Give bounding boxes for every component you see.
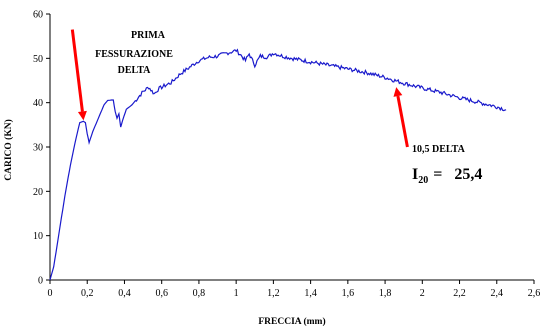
annotation-arrow-first-crack bbox=[70, 29, 84, 112]
annotation-first-crack-line-1: PRIMA bbox=[131, 30, 166, 41]
annotations: PRIMA FESSURAZIONE DELTA 10,5 DELTA I20 =… bbox=[70, 29, 482, 186]
series-line bbox=[49, 48, 507, 281]
axes: 0 10 20 30 40 50 60 0 0,2 0,4 0,6 0,8 1 1,2 1,4 1,6 1,8… bbox=[33, 10, 540, 300]
annotation-delta-label: 10,5 DELTA bbox=[412, 144, 466, 155]
x-tick-label: 1 bbox=[234, 288, 239, 299]
x-tick-label: 1,2 bbox=[267, 288, 280, 299]
y-tick-label: 50 bbox=[33, 54, 43, 65]
x-tick-label: 1,6 bbox=[342, 288, 355, 299]
y-tick-label: 30 bbox=[33, 143, 43, 154]
annotation-arrowhead-delta bbox=[393, 87, 403, 97]
x-tick-label: 0,4 bbox=[118, 288, 131, 299]
x-axis-ticks: 0 0,2 0,4 0,6 0,8 1 1,2 1,4 1,6 1,8 2 2,2 2,4 2,6 bbox=[48, 280, 541, 299]
y-axis-ticks: 0 10 20 30 40 50 60 bbox=[33, 10, 50, 287]
x-tick-label: 0,6 bbox=[155, 288, 168, 299]
x-tick-label: 2,2 bbox=[453, 288, 466, 299]
y-tick-label: 40 bbox=[33, 98, 43, 109]
x-tick-label: 0 bbox=[48, 288, 53, 299]
y-axis-label: CARICO (KN) bbox=[3, 119, 14, 180]
x-tick-label: 2 bbox=[420, 288, 425, 299]
x-tick-label: 2,4 bbox=[491, 288, 504, 299]
x-tick-label: 0,8 bbox=[193, 288, 206, 299]
y-tick-label: 20 bbox=[33, 187, 43, 198]
annotation-first-crack-line-2: FESSURAZIONE bbox=[95, 49, 173, 60]
x-axis-label: FRECCIA (mm) bbox=[258, 316, 325, 327]
x-tick-label: 0,2 bbox=[81, 288, 94, 299]
annotation-first-crack-line-3: DELTA bbox=[118, 65, 152, 76]
formula-base: I bbox=[412, 166, 418, 183]
annotation-arrowhead-first-crack bbox=[77, 110, 87, 121]
x-tick-label: 1,8 bbox=[379, 288, 392, 299]
y-tick-label: 10 bbox=[33, 231, 43, 242]
annotation-arrow-delta bbox=[396, 95, 409, 148]
y-tick-label: 60 bbox=[33, 10, 43, 21]
x-tick-label: 1,4 bbox=[304, 288, 317, 299]
x-tick-label: 2,6 bbox=[528, 288, 541, 299]
formula-subscript: 20 bbox=[418, 175, 428, 186]
y-tick-label: 0 bbox=[38, 276, 43, 287]
toughness-index-formula: I20 = 25,4 bbox=[412, 166, 482, 186]
formula-value: = 25,4 bbox=[433, 166, 482, 183]
